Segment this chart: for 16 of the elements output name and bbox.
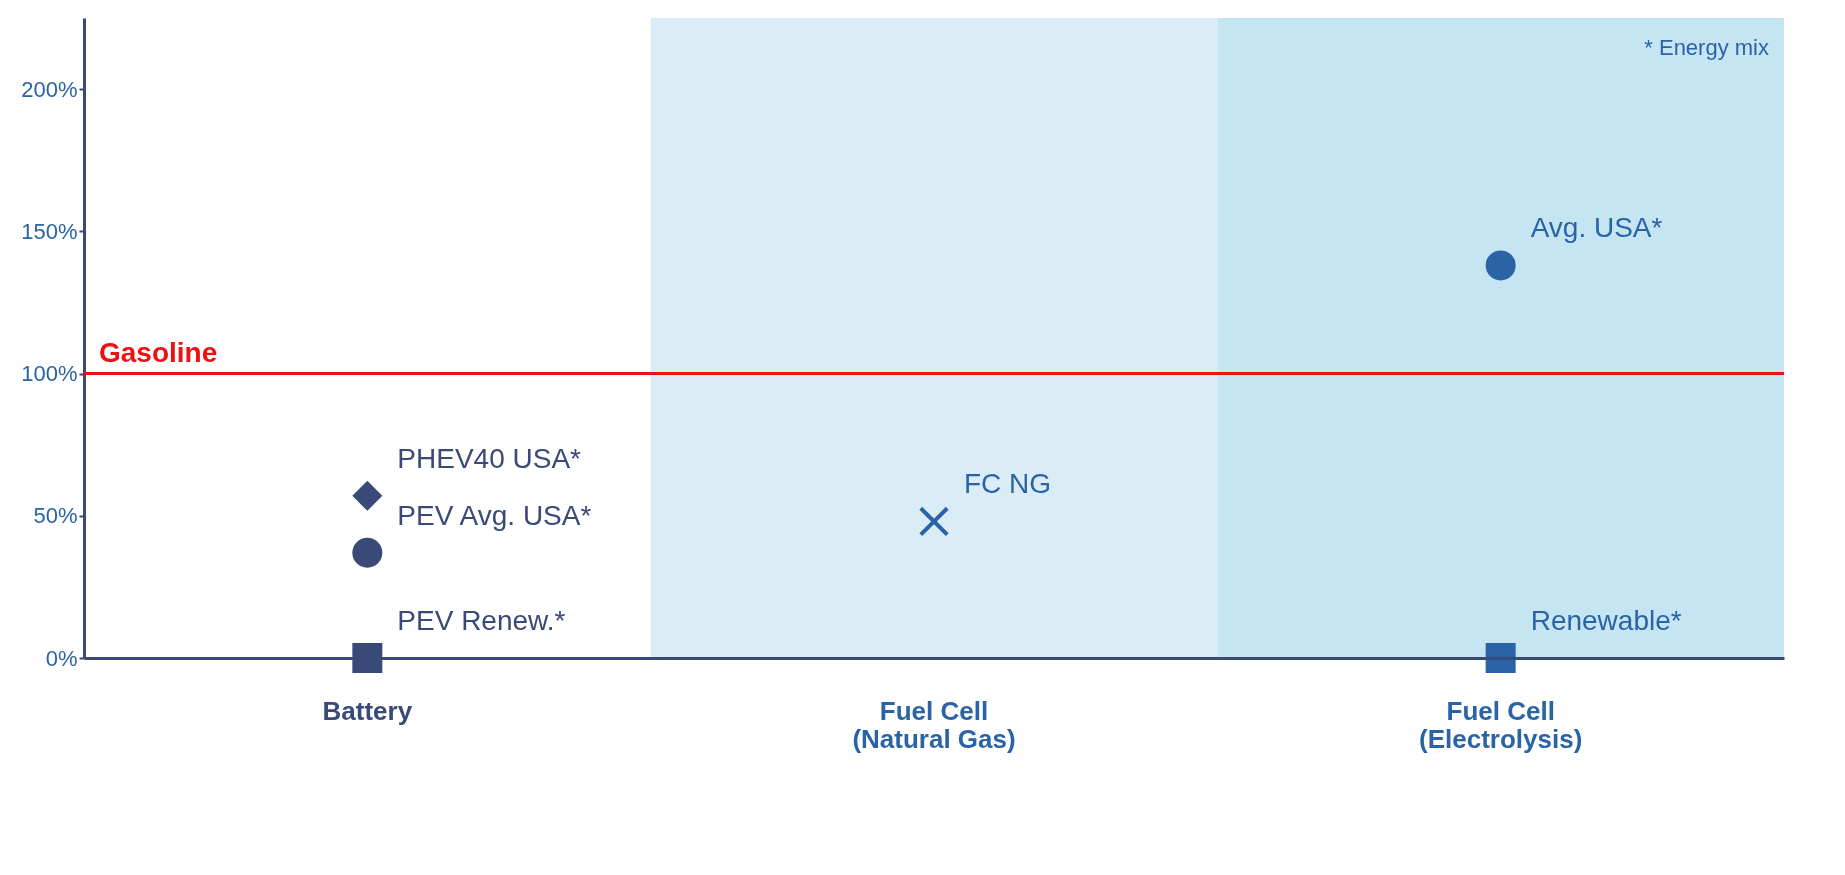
x-tick-label: Fuel Cell (Electrolysis) — [1419, 695, 1583, 754]
y-tick-label: 100% — [21, 361, 78, 387]
y-tick-label: 200% — [21, 76, 78, 102]
series-label: PEV Renew.* — [397, 605, 566, 636]
y-tick-label: 50% — [33, 503, 78, 529]
x-tick-label: Fuel Cell (Natural Gas) — [852, 695, 1016, 754]
series-label: PHEV40 USA* — [397, 442, 582, 474]
series-label: FC NG — [964, 468, 1052, 500]
series-label: Avg. USA* — [1530, 212, 1663, 244]
ref-line-label: Gasoline — [99, 336, 218, 368]
annotation: * Energy mix — [1644, 35, 1769, 60]
series-label: Renewable* — [1530, 605, 1682, 636]
y-tick-label: 0% — [45, 645, 78, 671]
x-tick-label: Battery — [322, 695, 413, 726]
series-label: PEV Avg. USA* — [397, 499, 592, 531]
y-tick-label: 150% — [21, 218, 78, 244]
